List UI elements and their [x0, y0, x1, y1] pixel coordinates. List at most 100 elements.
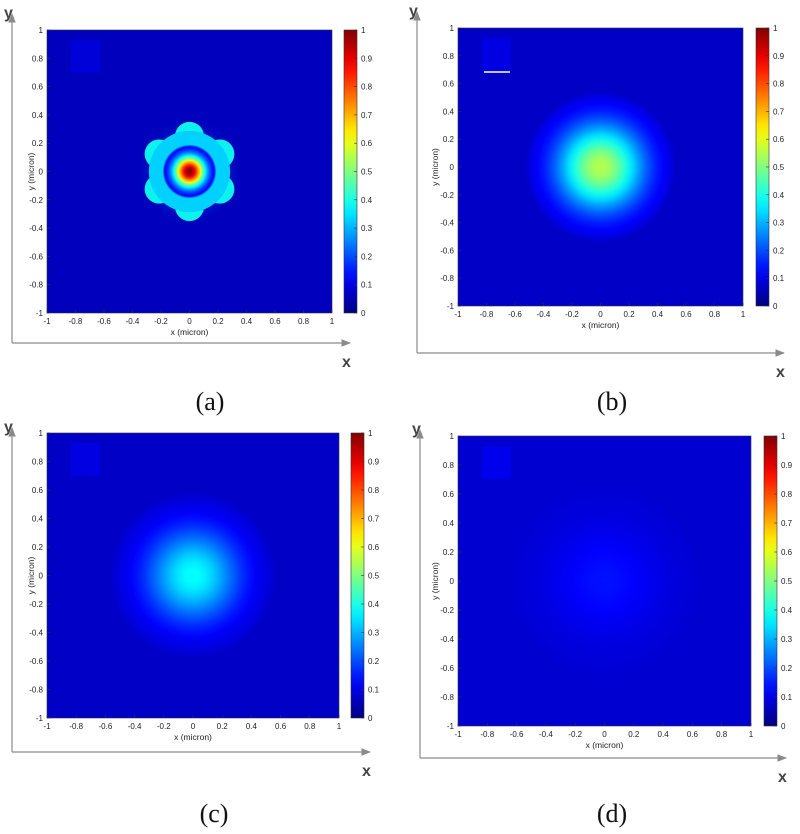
y-axis-label: y (micron) [26, 152, 36, 190]
colorbar-tick-label: 0.1 [361, 281, 373, 290]
colorbar-tick-label: 0.1 [773, 274, 785, 283]
x-tick-label: -0.8 [69, 722, 83, 731]
colorbar-tick-label: 0.8 [781, 490, 793, 499]
outer-x-label: x [342, 354, 351, 371]
x-tick-label: -0.4 [126, 317, 140, 326]
x-tick-label: 0.2 [212, 317, 224, 326]
y-tick-label: -0.2 [29, 196, 43, 205]
x-tick-label: -0.4 [537, 310, 551, 319]
x-axis-label: x (micron) [171, 327, 209, 337]
x-axis-label: x (micron) [586, 740, 624, 750]
outer-y-label: y [4, 5, 13, 22]
x-tick-label: -1 [43, 317, 51, 326]
x-tick-label: 0 [602, 730, 607, 739]
y-tick-label: -0.4 [29, 629, 43, 638]
inset-square [482, 446, 511, 479]
colorbar-tick-label: 0.3 [773, 219, 785, 228]
inset-square [482, 38, 511, 71]
x-tick-label: -0.8 [69, 317, 83, 326]
y-tick-label: -0.6 [440, 246, 454, 255]
y-tick-label: 1 [39, 429, 44, 438]
y-tick-label: -0.4 [440, 219, 454, 228]
y-tick-label: 0 [450, 577, 455, 586]
y-tick-label: -0.6 [440, 664, 454, 673]
y-tick-label: -1 [36, 714, 44, 723]
colorbar-tick-label: 0.5 [368, 572, 380, 581]
colorbar-tick-label: 0.5 [773, 163, 785, 172]
x-tick-label: -0.6 [508, 310, 522, 319]
colorbar-tick-label: 1 [368, 429, 373, 438]
y-tick-label: 0 [39, 168, 44, 177]
colorbar-tick-label: 0.5 [361, 168, 373, 177]
y-tick-label: 0.8 [32, 54, 44, 63]
x-tick-label: -0.6 [99, 722, 113, 731]
y-tick-label: -0.2 [29, 600, 43, 609]
colorbar-tick-label: 0.6 [773, 135, 785, 144]
x-tick-label: 0.6 [275, 722, 287, 731]
y-tick-label: -0.2 [440, 606, 454, 615]
x-axis-label: x (micron) [582, 320, 620, 330]
x-tick-label: 0.2 [623, 310, 635, 319]
colorbar-tick-label: 0.5 [781, 577, 793, 586]
panel-caption: (b) [597, 387, 627, 416]
y-tick-label: -0.8 [29, 686, 43, 695]
colorbar-tick-label: 0.8 [773, 80, 785, 89]
y-tick-label: 1 [39, 26, 44, 35]
x-tick-label: 0.8 [304, 722, 316, 731]
panel-caption: (a) [196, 387, 225, 416]
intensity-spot [162, 144, 217, 199]
colorbar-tick-label: 1 [781, 432, 786, 441]
outer-y-label: y [412, 421, 421, 438]
x-tick-label: -0.2 [565, 310, 579, 319]
panel-d: y x -1 -0.8 -0.6 -0.4 -0.2 0 0.2 0.4 0.6 0.8 1 1 0.8 0.… [412, 421, 793, 828]
heatmap [47, 433, 339, 718]
x-tick-label: 0.6 [687, 730, 699, 739]
x-tick-label: 0.8 [709, 310, 721, 319]
heatmap [458, 28, 743, 306]
colorbar-tick-label: 0.9 [781, 461, 793, 470]
colorbar-tick-label: 0.4 [368, 600, 380, 609]
colorbar-tick-label: 0.2 [781, 664, 793, 673]
y-tick-label: -0.6 [29, 657, 43, 666]
intensity-spot [109, 492, 277, 659]
y-tick-label: -0.2 [440, 191, 454, 200]
outer-x-label: x [776, 364, 785, 381]
intensity-spot [507, 483, 702, 679]
y-axis-label: y (micron) [430, 148, 440, 186]
colorbar-tick-label: 0.3 [368, 629, 380, 638]
colorbar-tick-label: 0.9 [368, 458, 380, 467]
y-tick-label: 0.6 [443, 80, 455, 89]
x-tick-label: -0.6 [97, 317, 111, 326]
panel-caption: (c) [200, 799, 229, 828]
y-tick-label: -0.6 [29, 252, 43, 261]
x-tick-label: 0.6 [680, 310, 692, 319]
y-tick-label: 0.8 [443, 461, 455, 470]
y-tick-label: -0.8 [29, 281, 43, 290]
y-tick-label: 0.2 [443, 135, 455, 144]
x-tick-label: -0.8 [480, 310, 494, 319]
y-tick-label: 0.2 [32, 543, 44, 552]
colorbar-tick-label: 0.4 [361, 196, 373, 205]
colorbar-tick-label: 0.1 [368, 686, 380, 695]
x-tick-label: 0.4 [241, 317, 253, 326]
panel-c: y x -1 -0.8 -0.6 -0.4 -0.2 0 0.2 0.4 0.6 0.8 1 1 0.8 0.… [4, 419, 380, 828]
outer-y-label: y [409, 3, 418, 20]
colorbar-tick-label: 0.2 [361, 252, 373, 261]
inset-square [71, 443, 100, 476]
x-tick-label: -0.4 [128, 722, 142, 731]
y-tick-label: 0.2 [443, 548, 455, 557]
colorbar-tick-label: 0.1 [781, 693, 793, 702]
x-tick-label: 0.8 [298, 317, 310, 326]
colorbar-tick-label: 0.8 [368, 486, 380, 495]
x-tick-label: 0.8 [716, 730, 728, 739]
outer-y-label: y [4, 419, 13, 436]
intensity-spot [524, 91, 677, 243]
colorbar-tick-label: 0.4 [781, 606, 793, 615]
panel-caption: (d) [597, 799, 627, 828]
colorbar-tick-label: 0.9 [773, 52, 785, 61]
colorbar-tick-label: 0.7 [361, 111, 373, 120]
x-tick-label: 0.2 [217, 722, 229, 731]
x-tick-label: 1 [337, 722, 342, 731]
x-tick-label: 1 [741, 310, 746, 319]
